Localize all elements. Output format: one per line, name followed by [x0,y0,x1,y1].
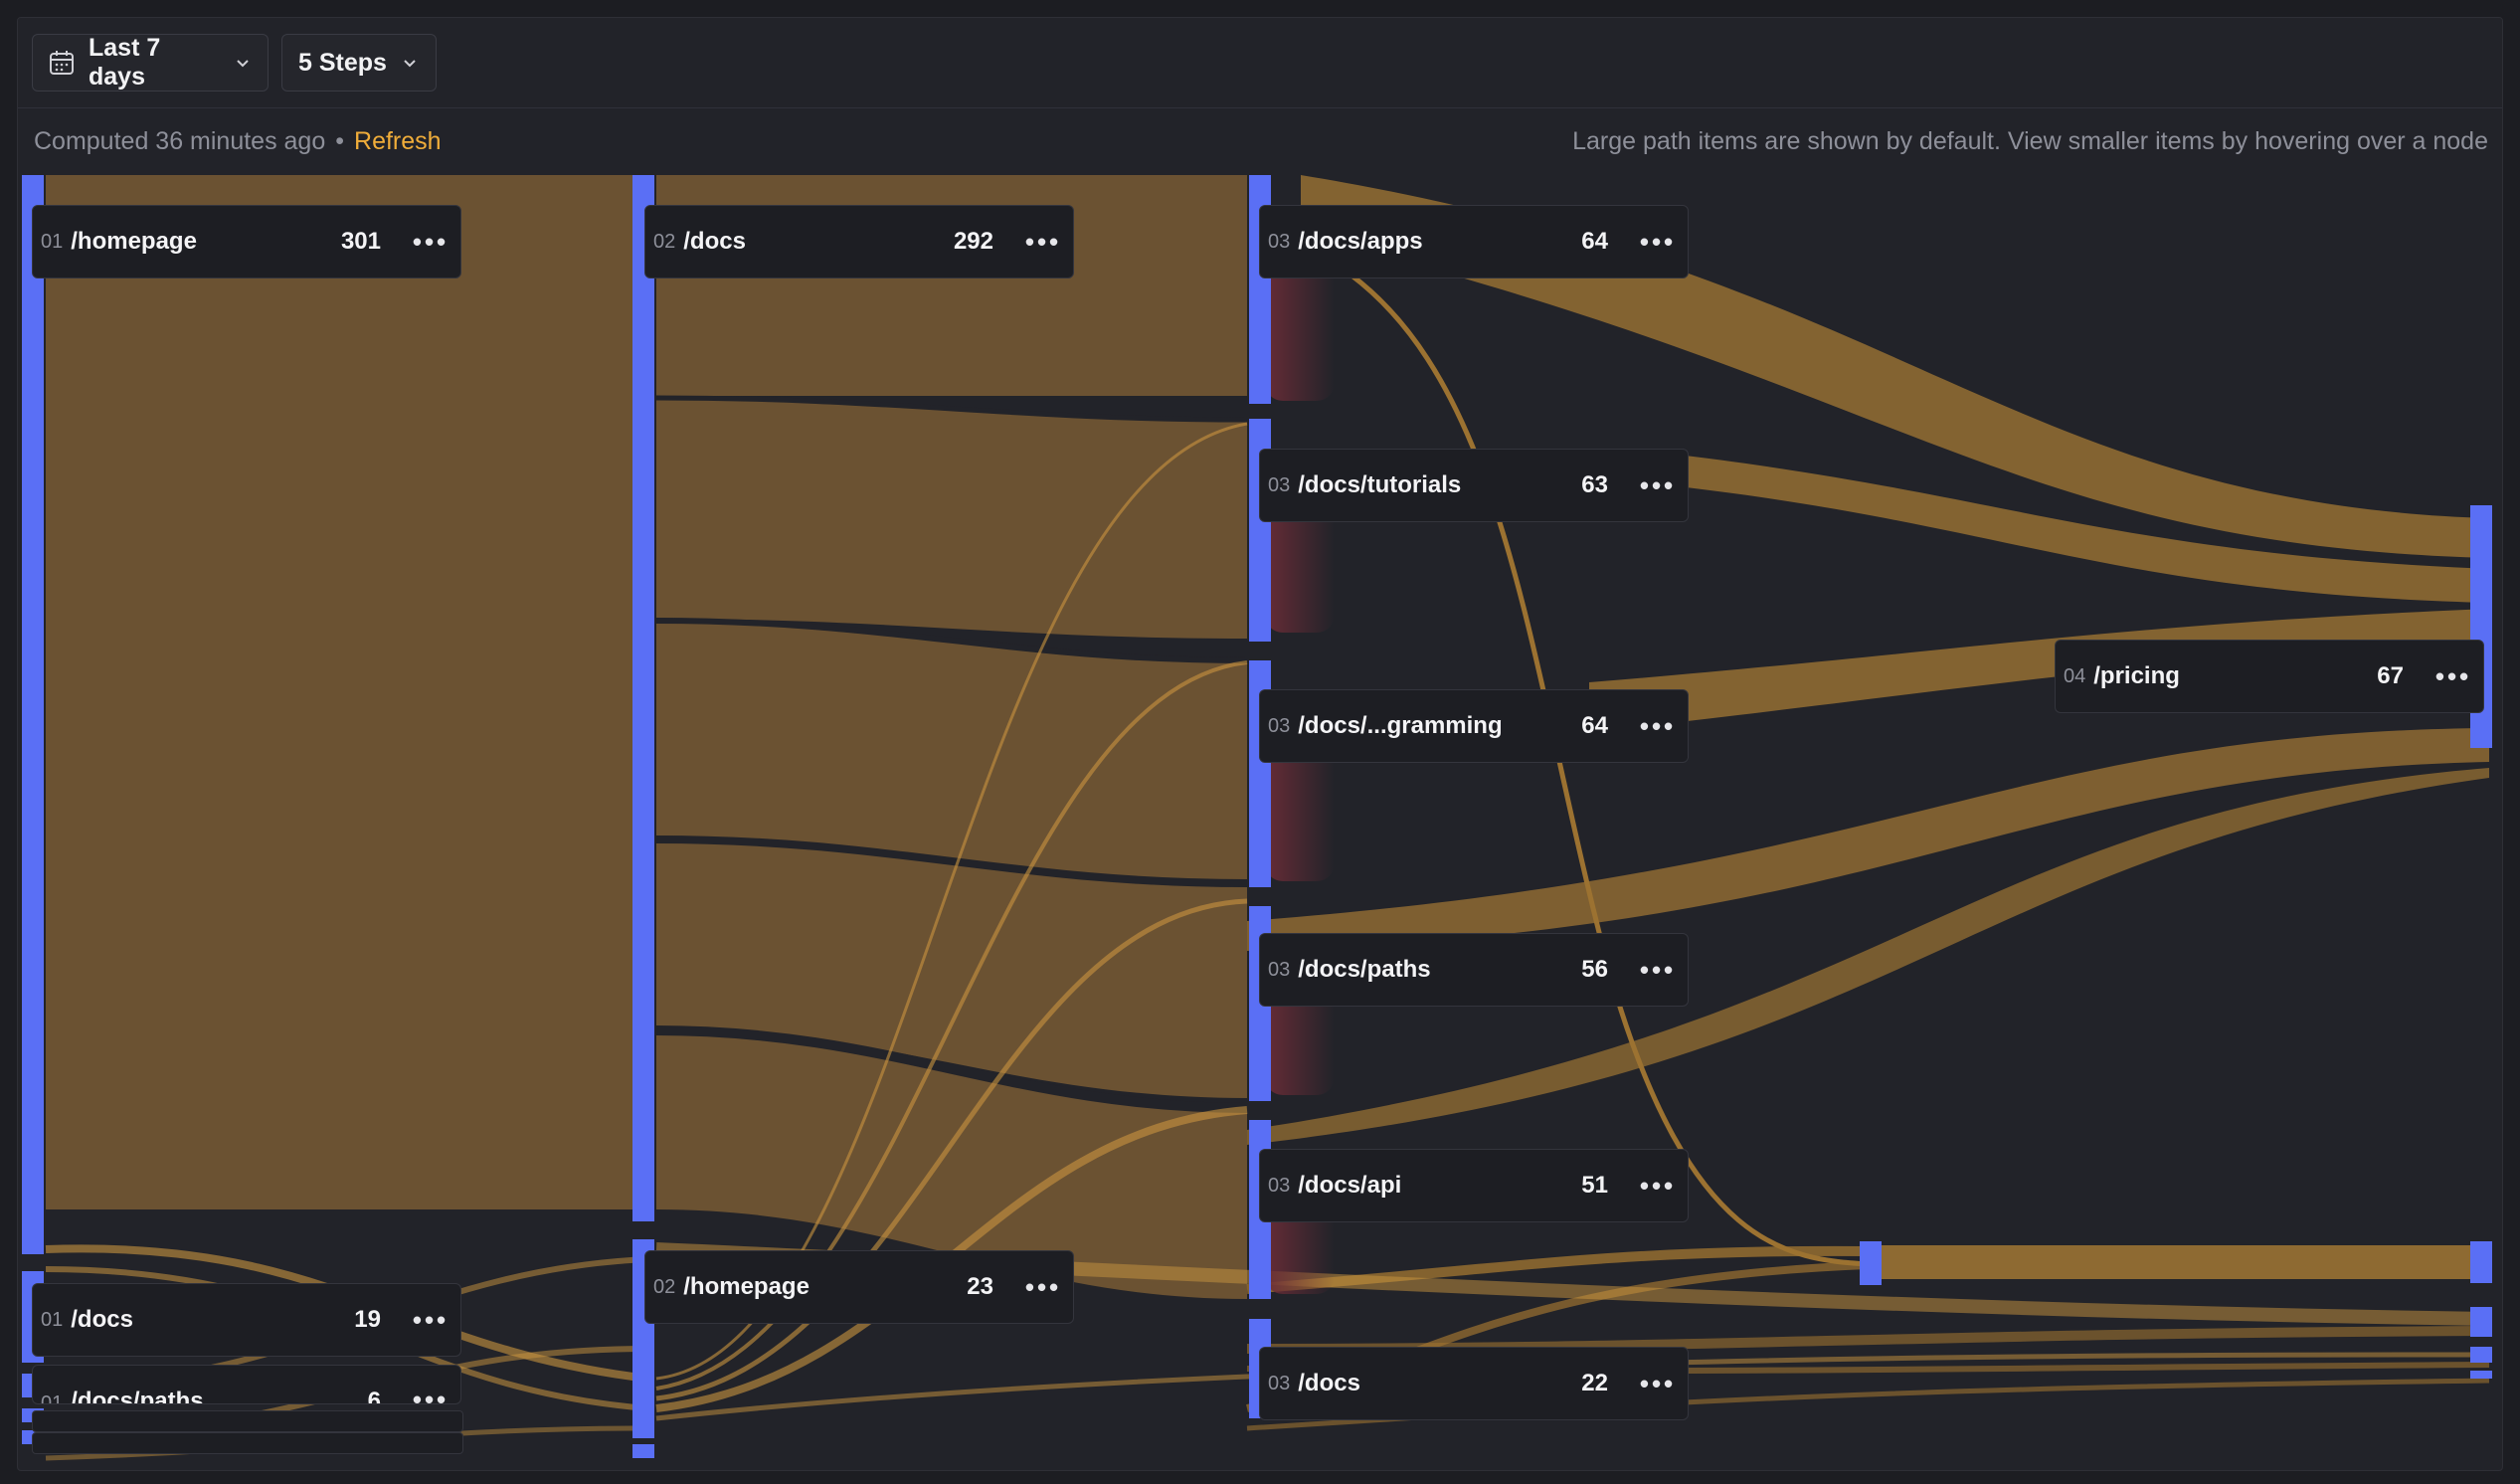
step-number: 02 [653,1275,676,1298]
node-count: 67 [2377,662,2404,689]
more-options-icon[interactable]: ••• [412,1385,450,1404]
link-apps-bar [1349,273,1869,1267]
step-number: 03 [1268,958,1291,981]
path-flow-chart: 01 /homepage 301 ••• 01 /docs 19 ••• 01 … [18,175,2502,1470]
step-number: 03 [1268,1372,1291,1394]
more-options-icon[interactable]: ••• [1639,710,1677,741]
node-count: 63 [1581,471,1608,498]
node-name: /homepage [71,228,197,255]
more-options-icon[interactable]: ••• [412,1304,450,1335]
node-step4-pricing[interactable]: 04 /pricing 67 ••• [2055,640,2484,713]
node-step3-docs-tutorials[interactable]: 03 /docs/tutorials 63 ••• [1259,449,1689,522]
node-step1-homepage[interactable]: 01 /homepage 301 ••• [32,205,461,278]
node-count: 56 [1581,956,1608,983]
node-count: 23 [967,1273,993,1300]
bar-step4-mid [1860,1241,1882,1285]
more-options-icon[interactable]: ••• [1639,954,1677,985]
node-name: /docs/paths [71,1388,204,1404]
link-docs-api [656,1032,1247,1299]
more-options-icon[interactable]: ••• [1024,226,1062,257]
more-options-icon[interactable]: ••• [1639,226,1677,257]
link-mid-flow [1878,1245,2489,1279]
node-step3-docs-api[interactable]: 03 /docs/api 51 ••• [1259,1149,1689,1222]
node-name: /docs/...gramming [1298,712,1503,739]
link-docs-tutorials [656,400,1247,639]
node-count: 19 [354,1306,381,1333]
separator: • [335,127,345,155]
node-name: /docs [71,1306,133,1333]
info-bar: Computed 36 minutes ago • Refresh Large … [18,107,2502,175]
chevron-down-icon [404,60,416,68]
flow-links [22,175,2492,1461]
node-step2-homepage[interactable]: 02 /homepage 23 ••• [644,1250,1074,1324]
hint-text: Large path items are shown by default. V… [1572,127,2488,155]
step-number: 02 [653,230,676,253]
node-count: 292 [953,228,993,255]
link-tutorials-pricing [1669,454,2489,603]
dropoff-tutorials [1265,493,1335,633]
step-number: 03 [1268,230,1291,253]
link-paths-pricing [1247,728,2489,951]
dropoff-paths [1265,991,1335,1095]
node-count: 64 [1581,228,1608,255]
step-number: 03 [1268,473,1291,496]
bar-step2-docs [632,175,654,1221]
more-options-icon[interactable]: ••• [1639,469,1677,500]
node-step2-docs[interactable]: 02 /docs 292 ••• [644,205,1074,278]
dropoff-apps [1265,267,1335,401]
step-number: 01 [41,230,64,253]
more-options-icon[interactable]: ••• [2434,660,2472,691]
node-count: 301 [340,228,381,255]
node-count: 6 [367,1388,381,1404]
link-docs-programming [656,623,1247,883]
node-name: /docs/api [1298,1172,1402,1199]
node-step1-collapsed[interactable] [32,1432,463,1454]
step-number: 04 [2064,664,2086,687]
refresh-link[interactable]: Refresh [354,127,442,155]
more-options-icon[interactable]: ••• [1639,1368,1677,1398]
chevron-down-icon [237,60,249,68]
link-docs-paths [656,841,1247,1098]
node-name: /pricing [2093,662,2180,689]
node-step3-docs-apps[interactable]: 03 /docs/apps 64 ••• [1259,205,1689,278]
node-count: 51 [1581,1172,1608,1199]
node-name: /docs [683,228,746,255]
step-number: 03 [1268,714,1291,737]
step-number: 01 [41,1308,64,1331]
node-step3-docs[interactable]: 03 /docs 22 ••• [1259,1347,1689,1420]
node-name: /docs/apps [1298,228,1423,255]
steps-label: 5 Steps [298,48,387,77]
node-count: 22 [1581,1370,1608,1396]
node-name: /homepage [683,1273,810,1300]
more-options-icon[interactable]: ••• [1639,1170,1677,1201]
link-homepage-docs [46,175,648,1209]
more-options-icon[interactable]: ••• [412,226,450,257]
link-api-pricing [1247,768,2489,1145]
node-name: /docs/paths [1298,956,1431,983]
bar-step1-homepage [22,175,44,1254]
more-options-icon[interactable]: ••• [1024,1271,1062,1302]
step-number: 03 [1268,1174,1291,1197]
node-step1-collapsed[interactable] [32,1410,463,1432]
toolbar: Last 7 days 5 Steps [18,18,2502,108]
step-number: 01 [41,1392,64,1404]
node-name: /docs/tutorials [1298,471,1462,498]
node-step1-docs[interactable]: 01 /docs 19 ••• [32,1283,461,1357]
date-range-dropdown[interactable]: Last 7 days [32,34,269,92]
computed-status: Computed 36 minutes ago [34,127,326,155]
steps-dropdown[interactable]: 5 Steps [281,34,437,92]
node-step3-docs-programming[interactable]: 03 /docs/...gramming 64 ••• [1259,689,1689,763]
date-range-label: Last 7 days [89,34,161,91]
node-step3-docs-paths[interactable]: 03 /docs/paths 56 ••• [1259,933,1689,1007]
calendar-icon [50,51,74,75]
node-step1-docs-paths[interactable]: 01 /docs/paths 6 ••• [32,1365,461,1404]
node-name: /docs [1298,1370,1360,1396]
node-count: 64 [1581,712,1608,739]
dropoff-programming [1265,742,1335,881]
dropoff-api [1265,1209,1335,1294]
funnel-panel: Last 7 days 5 Steps Computed 36 minutes … [17,17,2503,1471]
